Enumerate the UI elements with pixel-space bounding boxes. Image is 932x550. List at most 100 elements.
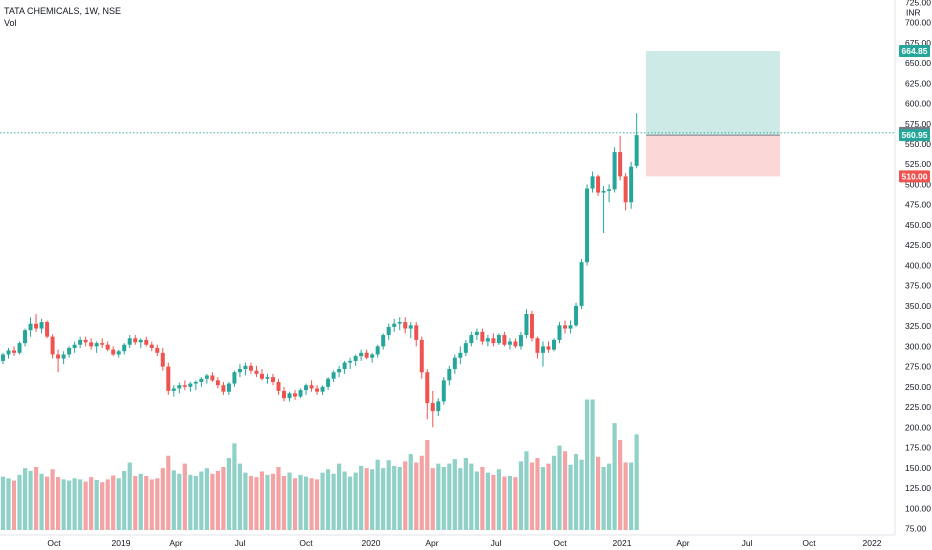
price-tick: 275.00 xyxy=(905,362,931,372)
volume-bar xyxy=(524,451,529,530)
volume-bar xyxy=(392,465,397,530)
price-axis[interactable]: 725.00 700.00 675.00 650.00 625.00 600.00 575.… xyxy=(894,0,931,535)
volume-bar xyxy=(11,480,17,530)
candle-body xyxy=(105,344,110,350)
candle-body xyxy=(133,338,138,343)
candle-body xyxy=(557,325,562,340)
candle-body xyxy=(474,331,479,336)
price-tick: 75.00 xyxy=(905,524,927,534)
volume-bar xyxy=(425,440,430,530)
volume-bar xyxy=(474,471,479,530)
volume-bar xyxy=(28,470,33,530)
candle-body xyxy=(403,322,408,329)
volume-bar xyxy=(612,423,617,530)
candle-body xyxy=(171,388,176,391)
candle-body xyxy=(210,375,215,381)
volume-bar xyxy=(546,463,551,530)
candle-body xyxy=(529,313,534,339)
volume-bar xyxy=(557,445,562,530)
candle-body xyxy=(513,341,518,347)
candle-body xyxy=(331,372,336,379)
volume-bar xyxy=(303,476,309,530)
volume-bar xyxy=(39,473,44,530)
candle-body xyxy=(436,401,441,412)
volume-bar xyxy=(463,458,468,530)
volume-bar xyxy=(182,463,187,530)
time-axis[interactable]: Oct 2019 Apr Jul Oct 2020 Apr Jul Oct 2021 Apr Jul O… xyxy=(0,534,895,548)
volume-bar xyxy=(276,467,281,530)
volume-bar xyxy=(452,459,457,530)
volume-bar xyxy=(562,451,568,530)
candle-body xyxy=(83,339,88,343)
volume-bar xyxy=(375,459,380,530)
volume-bar xyxy=(94,479,99,530)
price-tick: 100.00 xyxy=(905,503,931,513)
volume-bar xyxy=(177,473,182,530)
profit-zone[interactable] xyxy=(646,51,780,136)
volume-bar xyxy=(265,474,270,530)
target-price-label: 664.85 xyxy=(902,46,928,56)
candle-body xyxy=(276,381,281,391)
volume-bar xyxy=(237,463,243,530)
price-tick: 625.00 xyxy=(905,78,931,88)
price-tick: 525.00 xyxy=(905,159,931,169)
volume-bar xyxy=(149,479,154,530)
candle-body xyxy=(370,354,375,358)
volume-bar xyxy=(248,476,254,530)
volume-bar xyxy=(221,467,226,530)
candle-body xyxy=(149,344,154,348)
volume-bar xyxy=(634,434,639,530)
candle-body xyxy=(441,380,446,402)
price-tick: 375.00 xyxy=(905,281,931,291)
volume-bar xyxy=(414,462,419,530)
candle-body xyxy=(491,338,496,344)
volume-bar xyxy=(171,470,176,530)
candle-body xyxy=(138,339,143,343)
volume-bar xyxy=(618,440,623,530)
candle-body xyxy=(596,176,601,193)
volume-bar xyxy=(243,472,248,530)
volume-bar xyxy=(551,455,557,530)
volume-bar xyxy=(17,474,22,530)
volume-bar xyxy=(629,462,634,530)
candle-body xyxy=(502,335,507,345)
volume-bar xyxy=(480,467,485,530)
price-tick: 350.00 xyxy=(905,301,931,311)
price-tick: 225.00 xyxy=(905,402,931,412)
volume-bar xyxy=(325,469,331,530)
volume-bar xyxy=(342,471,347,530)
volume-bar xyxy=(144,476,149,530)
candle-body xyxy=(221,385,226,392)
candle-body xyxy=(585,188,590,263)
time-tick: Apr xyxy=(169,538,182,548)
candle-body xyxy=(265,377,270,379)
volume-label: Vol xyxy=(4,18,17,28)
candle-body xyxy=(364,352,369,358)
loss-zone[interactable] xyxy=(646,135,780,177)
volume-bar xyxy=(270,473,276,530)
candle-body xyxy=(100,343,105,345)
volume-bar xyxy=(166,455,171,530)
candle-body xyxy=(270,377,275,382)
volume-bar xyxy=(138,473,143,530)
time-tick: Oct xyxy=(553,538,567,548)
price-tick: 575.00 xyxy=(905,119,931,129)
candle-body xyxy=(496,335,501,344)
volume-bar xyxy=(491,474,496,530)
candle-body xyxy=(524,313,529,336)
volume-bar xyxy=(314,479,320,530)
volume-bar xyxy=(430,468,435,530)
candle-body xyxy=(12,350,17,353)
volume-bar xyxy=(364,468,369,530)
candle-body xyxy=(518,335,523,347)
volume-bar xyxy=(89,477,94,530)
candle-body xyxy=(563,325,568,329)
candle-body xyxy=(447,369,452,381)
candle-body xyxy=(452,357,457,370)
price-tick: 725.00 xyxy=(905,0,931,7)
entry-price-label: 560.95 xyxy=(902,130,928,140)
candle-body xyxy=(634,135,639,166)
price-tick: 425.00 xyxy=(905,240,931,250)
